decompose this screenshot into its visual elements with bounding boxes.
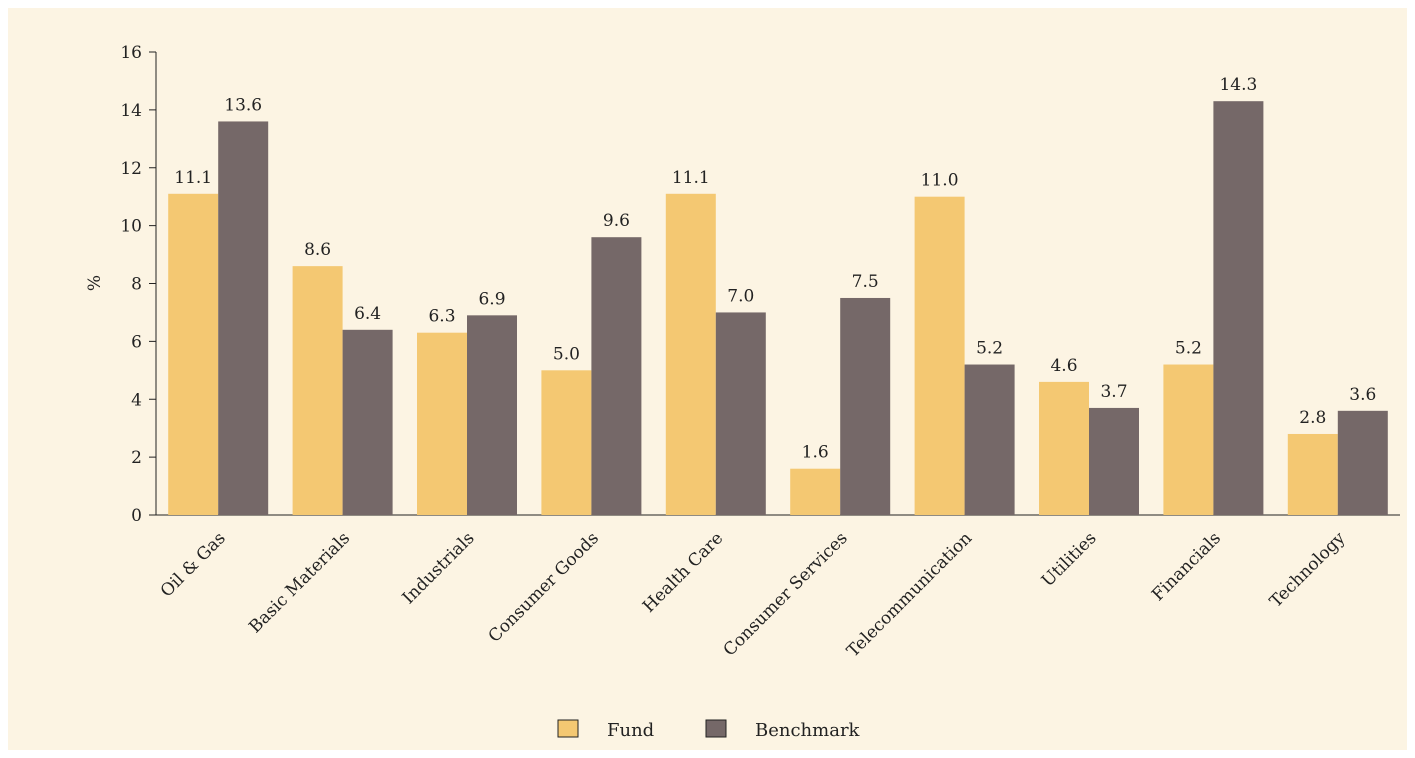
bars <box>168 101 1388 515</box>
bar-benchmark <box>1337 410 1388 515</box>
y-tick-label: 12 <box>120 159 142 179</box>
category-label: Consumer Services <box>720 528 852 660</box>
y-tick-label: 10 <box>120 217 142 237</box>
legend-label-fund: Fund <box>607 720 654 741</box>
data-label-fund: 2.8 <box>1299 408 1326 428</box>
data-label-fund: 6.3 <box>428 307 455 327</box>
category-label: Utilities <box>1038 528 1101 591</box>
bar-fund <box>665 193 716 515</box>
bar-benchmark <box>715 312 766 515</box>
bar-benchmark <box>218 121 269 515</box>
y-tick-label: 0 <box>131 506 142 526</box>
y-tick-label: 2 <box>131 448 142 468</box>
data-label-benchmark: 3.7 <box>1100 382 1127 402</box>
data-label-fund: 11.0 <box>921 171 959 191</box>
category-label: Basic Materials <box>245 528 354 637</box>
data-label-fund: 11.1 <box>174 168 212 188</box>
bar-benchmark <box>591 237 642 515</box>
y-tick-label: 4 <box>131 390 142 410</box>
category-label: Consumer Goods <box>485 528 603 646</box>
data-label-fund: 8.6 <box>304 240 331 260</box>
y-tick-label: 16 <box>120 43 142 63</box>
legend: Fund Benchmark <box>557 719 861 741</box>
data-label-benchmark: 3.6 <box>1349 385 1376 405</box>
bar-benchmark <box>342 329 393 515</box>
bar-benchmark <box>964 364 1015 515</box>
data-label-fund: 11.1 <box>672 168 710 188</box>
bar-fund <box>168 193 219 515</box>
bar-benchmark <box>1213 101 1264 515</box>
bar-fund <box>1163 364 1214 515</box>
category-label: Telecommunication <box>843 528 976 661</box>
data-label-benchmark: 7.5 <box>852 272 879 292</box>
data-label-benchmark: 7.0 <box>727 286 754 306</box>
legend-swatch-benchmark <box>705 719 727 738</box>
bar-fund <box>914 196 965 515</box>
data-label-benchmark: 14.3 <box>1219 75 1257 95</box>
data-label-benchmark: 9.6 <box>603 211 630 231</box>
category-label: Technology <box>1266 528 1350 612</box>
data-labels: 11.1 13.6 8.6 6.4 6.3 6.9 5.0 9.6 11.1 7.0 1.6 7.5 1… <box>174 75 1376 463</box>
y-tick-label: 8 <box>131 275 142 295</box>
bar-chart: 0 2 4 6 8 10 12 14 16 11.1 13.6 8.6 6.4 6.3 6.9 5.0 9.6… <box>85 43 1400 741</box>
legend-swatch-fund <box>557 719 579 738</box>
bar-benchmark <box>840 297 891 515</box>
data-label-fund: 4.6 <box>1050 356 1077 376</box>
category-labels: Oil & Gas Basic Materials Industrials Consu… <box>157 528 1350 661</box>
data-label-fund: 1.6 <box>802 443 829 463</box>
data-label-fund: 5.0 <box>553 344 580 364</box>
data-label-benchmark: 13.6 <box>224 95 262 115</box>
category-label: Industrials <box>399 528 479 608</box>
category-label: Oil & Gas <box>157 528 230 601</box>
legend-label-benchmark: Benchmark <box>755 720 861 741</box>
data-label-benchmark: 6.4 <box>354 304 381 324</box>
y-tick-label: 14 <box>120 101 142 121</box>
bar-benchmark <box>1089 407 1139 515</box>
data-label-fund: 5.2 <box>1175 339 1202 359</box>
bar-fund <box>417 332 467 515</box>
bar-benchmark <box>467 315 517 515</box>
category-label: Health Care <box>639 528 727 616</box>
bar-fund <box>790 468 841 515</box>
bar-fund <box>292 266 343 515</box>
bar-fund <box>1039 381 1089 515</box>
data-label-benchmark: 5.2 <box>976 339 1003 359</box>
data-label-benchmark: 6.9 <box>478 289 505 309</box>
bar-fund <box>1287 433 1338 515</box>
y-tick-label: 6 <box>131 332 142 352</box>
chart-canvas: 0 2 4 6 8 10 12 14 16 11.1 13.6 8.6 6.4 6.3 6.9 5.0 9.6… <box>8 8 1407 750</box>
bar-fund <box>541 370 592 515</box>
y-axis-title: % <box>85 275 105 291</box>
category-label: Financials <box>1148 528 1225 605</box>
